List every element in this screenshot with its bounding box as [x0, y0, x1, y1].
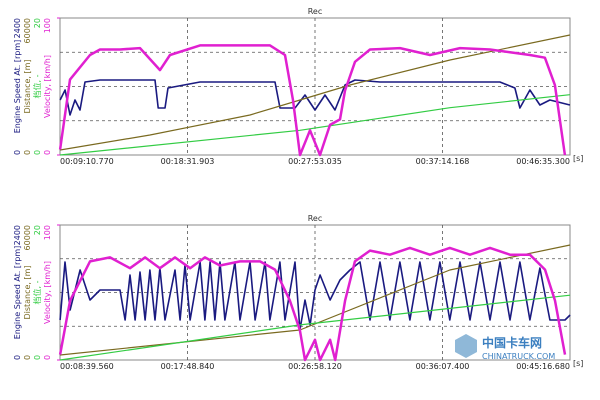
- y-axis-label-group: Engine Speed At. [rpm] 0 2400: [13, 225, 22, 360]
- x-tick-label: 00:37:14.168: [416, 157, 470, 166]
- series-line: [60, 294, 571, 361]
- chart-title: Rec: [308, 7, 323, 16]
- watermark-logo: [455, 334, 477, 358]
- y-axis-label: Velocity, [km/h]: [43, 261, 52, 324]
- x-tick-label: 00:09:10.770: [60, 157, 114, 166]
- y-axis-label-group: Distance, [m] 0 60000: [23, 225, 32, 360]
- series-line: [59, 261, 571, 331]
- y-tick-label: 60000: [23, 18, 32, 43]
- x-tick-label: 00:08:39.560: [60, 362, 114, 371]
- y-tick-label: 20: [33, 225, 42, 235]
- y-tick-label: 0: [43, 355, 52, 360]
- x-tick-label: 00:27:53.035: [288, 157, 342, 166]
- y-tick-label: 0: [13, 355, 22, 360]
- x-tick-label: 00:18:31.903: [161, 157, 215, 166]
- y-axis-label: Engine Speed At. [rpm]: [13, 40, 22, 134]
- x-axis-label: [s]: [573, 359, 583, 368]
- y-axis-label: 档位, -: [32, 74, 42, 98]
- series-line: [60, 94, 570, 156]
- y-axis-label-group: Velocity, [km/h] 0 100: [43, 225, 52, 360]
- y-axis-label-group: 档位, - 0 20: [32, 225, 42, 360]
- y-tick-label: 0: [13, 150, 22, 155]
- y-axis-label-group: Engine Speed At. [rpm] 0 2400: [13, 18, 22, 155]
- x-tick-label: 00:36:07.400: [416, 362, 470, 371]
- y-axis-label: Distance, [m]: [23, 265, 32, 319]
- watermark-name: 中国卡车网: [482, 335, 542, 350]
- y-tick-label: 60000: [23, 225, 32, 250]
- chart-title: Rec: [308, 214, 323, 223]
- series-line: [58, 246, 567, 362]
- y-tick-label: 0: [23, 355, 32, 360]
- watermark: 中国卡车网 CHINATRUCK.COM: [455, 334, 555, 361]
- y-tick-label: 100: [43, 18, 52, 33]
- series-line: [58, 44, 567, 157]
- x-tick-label: 00:17:48.840: [161, 362, 215, 371]
- y-axis-label-group: Velocity, [km/h] 0 100: [43, 18, 52, 155]
- y-axis-label: Engine Speed At. [rpm]: [13, 246, 22, 340]
- series-line: [60, 34, 571, 151]
- y-axis-label-group: 档位, - 0 20: [32, 18, 42, 155]
- y-axis-label-group: Distance, [m] 0 60000: [23, 18, 32, 155]
- y-tick-label: 0: [33, 150, 42, 155]
- y-tick-label: 0: [33, 355, 42, 360]
- y-tick-label: 2400: [13, 18, 22, 38]
- y-tick-label: 20: [33, 18, 42, 28]
- y-tick-label: 2400: [13, 225, 22, 245]
- x-tick-label: 00:45:16.680: [516, 362, 570, 371]
- x-tick-label: 00:46:35.300: [516, 157, 570, 166]
- x-tick-label: 00:26:58.120: [288, 362, 342, 371]
- y-tick-label: 0: [23, 150, 32, 155]
- y-axis-label: Velocity, [km/h]: [43, 55, 52, 118]
- y-axis-label: 档位, -: [32, 280, 42, 304]
- watermark-url: CHINATRUCK.COM: [482, 352, 555, 361]
- y-axis-label: Distance, [m]: [23, 59, 32, 113]
- x-axis-label: [s]: [573, 154, 583, 163]
- y-tick-label: 0: [43, 150, 52, 155]
- y-tick-label: 100: [43, 225, 52, 240]
